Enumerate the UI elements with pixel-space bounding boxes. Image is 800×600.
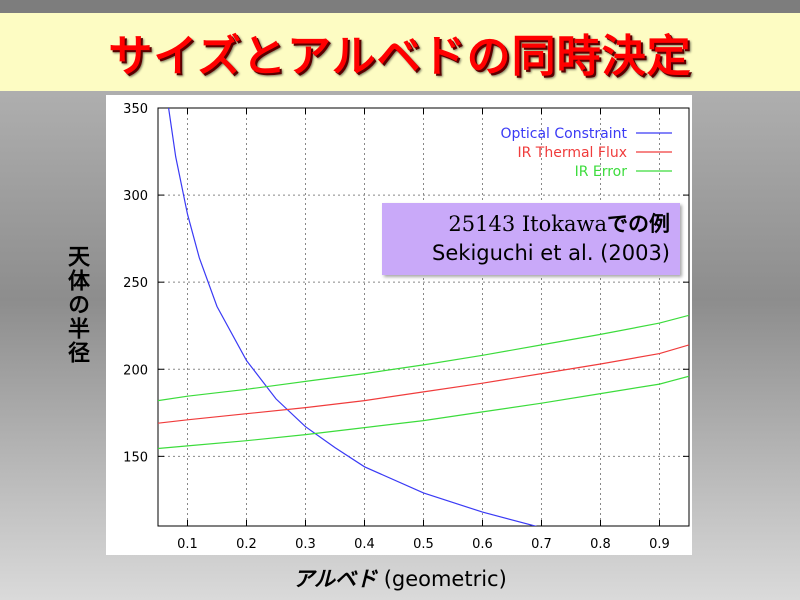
x-axis-label: アルベド (geometric)	[0, 563, 800, 593]
legend-label: IR Thermal Flux	[517, 145, 627, 161]
annotation-box: 25143 Itokawaでの例 Sekiguchi et al. (2003)	[382, 203, 680, 275]
x-tick-label: 0.6	[472, 537, 493, 552]
annotation-example: での例	[607, 212, 670, 236]
title-banner: サイズとアルベドの同時決定	[0, 13, 800, 91]
line-chart: 0.1 0.2 0.3 0.4 0.5 0.6 0.7 0.8 0.9 150 200 250 300 3…	[123, 102, 690, 552]
x-tick-label: 0.7	[531, 537, 552, 552]
plot-frame: 0.1 0.2 0.3 0.4 0.5 0.6 0.7 0.8 0.9 150 200 250 300 3…	[106, 95, 692, 555]
series-line-optical-constraint	[168, 108, 538, 526]
x-tick-label: 0.5	[413, 537, 434, 552]
x-tick-label: 0.2	[236, 537, 257, 552]
y-axis-label: 天体の半径	[64, 245, 89, 365]
series-line-ir-error-lower	[158, 375, 689, 450]
x-tick-label: 0.4	[354, 537, 375, 552]
y-tick-label: 250	[123, 276, 148, 291]
series-line-ir-thermal-flux	[158, 344, 689, 424]
top-strip	[0, 0, 800, 13]
x-tick-label: 0.3	[295, 537, 316, 552]
x-tick-label: 0.8	[590, 537, 611, 552]
x-axis-label-en: (geometric)	[383, 567, 507, 591]
series-line-ir-error	[158, 314, 689, 402]
annotation-object: 25143 Itokawa	[448, 212, 607, 236]
legend-label: IR Error	[575, 164, 628, 180]
slide-title: サイズとアルベドの同時決定	[108, 31, 692, 82]
y-tick-label: 150	[123, 450, 148, 465]
y-tick-label: 300	[123, 189, 148, 204]
y-tick-label: 200	[123, 363, 148, 378]
legend-label: Optical Constraint	[501, 126, 628, 142]
x-tick-label: 0.1	[177, 537, 198, 552]
x-tick-label: 0.9	[649, 537, 670, 552]
x-axis-label-jp: アルベド	[293, 567, 377, 591]
annotation-line1: 25143 Itokawaでの例	[448, 208, 670, 238]
annotation-reference: Sekiguchi et al. (2003)	[432, 241, 670, 265]
y-tick-label: 350	[123, 102, 148, 117]
